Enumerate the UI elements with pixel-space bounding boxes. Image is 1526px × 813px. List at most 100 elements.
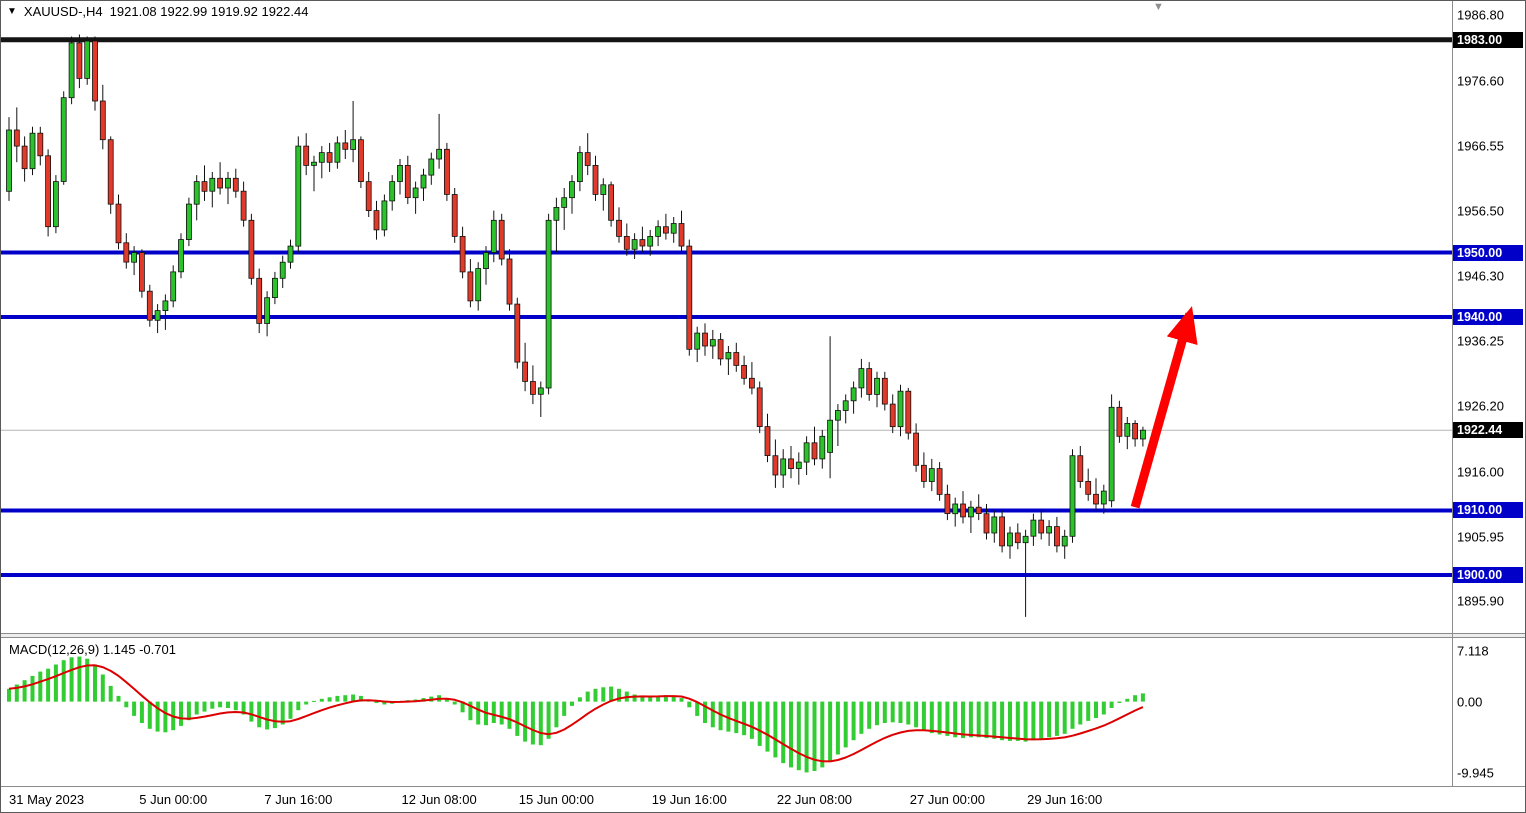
- candle: [381, 194, 388, 237]
- macd-panel-surface[interactable]: [1, 638, 1452, 786]
- candle: [146, 284, 153, 327]
- macd-histogram-bar: [38, 671, 43, 702]
- candle: [357, 136, 364, 188]
- macd-histogram-bar: [515, 701, 520, 736]
- candle: [225, 171, 231, 205]
- price-tick: 1986.80: [1457, 7, 1504, 23]
- candle: [842, 394, 849, 424]
- candle: [545, 213, 552, 395]
- macd-histogram-bar: [1133, 695, 1138, 702]
- price-level-label: 1910.00: [1453, 502, 1523, 519]
- candle: [858, 358, 865, 398]
- time-axis-label: 29 Jun 16:00: [1027, 792, 1103, 807]
- chart-shift-marker-icon[interactable]: ▼: [1153, 1, 1164, 13]
- macd-histogram-bar: [757, 701, 762, 746]
- candle: [29, 126, 36, 176]
- symbol-dropdown-icon[interactable]: ▼: [7, 6, 17, 17]
- macd-histogram-bar: [953, 701, 958, 738]
- macd-histogram-bar: [929, 701, 934, 734]
- candle: [209, 171, 216, 208]
- time-axis-label: 7 Jun 16:00: [264, 792, 333, 807]
- macd-histogram-bar: [1047, 701, 1052, 738]
- macd-histogram-bar: [304, 701, 309, 705]
- candle: [326, 142, 333, 172]
- candle: [639, 226, 646, 253]
- macd-histogram-bar: [718, 701, 723, 731]
- price-tick: 1916.00: [1457, 464, 1504, 480]
- time-axis[interactable]: 31 May 2023 5 Jun 00:00 7 Jun 16:00 12 Jun …: [1, 786, 1525, 812]
- candle: [631, 233, 638, 259]
- macd-histogram-bar: [77, 656, 82, 702]
- candle: [162, 294, 169, 330]
- candle: [248, 213, 255, 285]
- candle: [749, 362, 755, 395]
- candle: [819, 429, 826, 469]
- macd-histogram-bar: [538, 701, 543, 746]
- chart-title: XAUUSD-,H4: [23, 4, 103, 19]
- candle: [342, 130, 349, 159]
- macd-histogram-bar: [335, 695, 340, 702]
- price-tick: 1946.30: [1457, 268, 1504, 284]
- macd-histogram-bar: [1070, 701, 1075, 729]
- candle: [459, 226, 466, 279]
- candle: [1116, 400, 1123, 443]
- candle: [1108, 394, 1115, 508]
- macd-histogram-bar: [218, 701, 223, 708]
- candle: [866, 362, 873, 401]
- candle: [1100, 484, 1107, 514]
- time-axis-label: 12 Jun 08:00: [401, 792, 477, 807]
- candle: [608, 181, 614, 227]
- candle: [412, 181, 419, 214]
- panel-splitter[interactable]: [1, 633, 1525, 638]
- macd-histogram-bar: [1054, 701, 1059, 736]
- macd-tick: 7.118: [1457, 643, 1489, 659]
- macd-histogram-bar: [523, 701, 528, 742]
- candle: [365, 171, 372, 217]
- macd-histogram-bar: [640, 695, 645, 702]
- macd-histogram-bar: [1023, 701, 1028, 742]
- candle: [279, 255, 286, 288]
- macd-histogram-bar: [93, 664, 97, 702]
- candle: [193, 175, 200, 221]
- time-axis-label: 5 Jun 00:00: [139, 792, 208, 807]
- macd-histogram-bar: [890, 701, 895, 723]
- candle: [975, 494, 982, 521]
- macd-histogram-bar: [781, 701, 786, 764]
- candle: [287, 239, 294, 269]
- price-level-label: 1950.00: [1453, 244, 1523, 261]
- macd-histogram-bar: [554, 701, 559, 728]
- time-axis-label: 15 Jun 00:00: [518, 792, 594, 807]
- macd-histogram-bar: [312, 700, 316, 702]
- macd-tick: 0.00: [1457, 694, 1483, 710]
- main-chart-surface[interactable]: [1, 1, 1452, 633]
- price-tick: 1956.50: [1457, 203, 1504, 219]
- macd-histogram-bar: [30, 675, 35, 702]
- candle: [428, 152, 435, 185]
- chart-header: ▼ XAUUSD-,H4 1921.08 1922.99 1919.92 192…: [7, 4, 308, 19]
- candle: [717, 333, 724, 366]
- macd-histogram-bar: [882, 701, 887, 723]
- candle: [1054, 516, 1060, 553]
- macd-histogram-bar: [1140, 693, 1145, 702]
- price-tick: 1905.95: [1457, 529, 1504, 545]
- macd-histogram-bar: [241, 701, 246, 715]
- price-tick: 1966.55: [1457, 138, 1504, 154]
- macd-axis[interactable]: 7.118 0.00 -9.945: [1453, 638, 1525, 786]
- price-tick: 1976.60: [1457, 73, 1504, 89]
- candle: [584, 133, 591, 176]
- candle: [490, 210, 497, 263]
- candle: [1046, 520, 1052, 546]
- candle: [1038, 510, 1045, 540]
- price-axis[interactable]: 1986.80 1983.00 1976.60 1966.55 1956.50 1950.…: [1453, 1, 1525, 633]
- macd-histogram-bar: [593, 688, 598, 702]
- macd-histogram-bar: [812, 701, 817, 771]
- macd-histogram-bar: [444, 698, 449, 702]
- candle: [1093, 478, 1099, 511]
- candle: [389, 175, 396, 211]
- candle: [45, 149, 51, 237]
- macd-histogram-bar: [937, 701, 942, 735]
- candle: [561, 188, 568, 230]
- macd-histogram-bar: [194, 701, 199, 715]
- trend-arrow[interactable]: [1130, 306, 1198, 509]
- candle: [928, 458, 935, 492]
